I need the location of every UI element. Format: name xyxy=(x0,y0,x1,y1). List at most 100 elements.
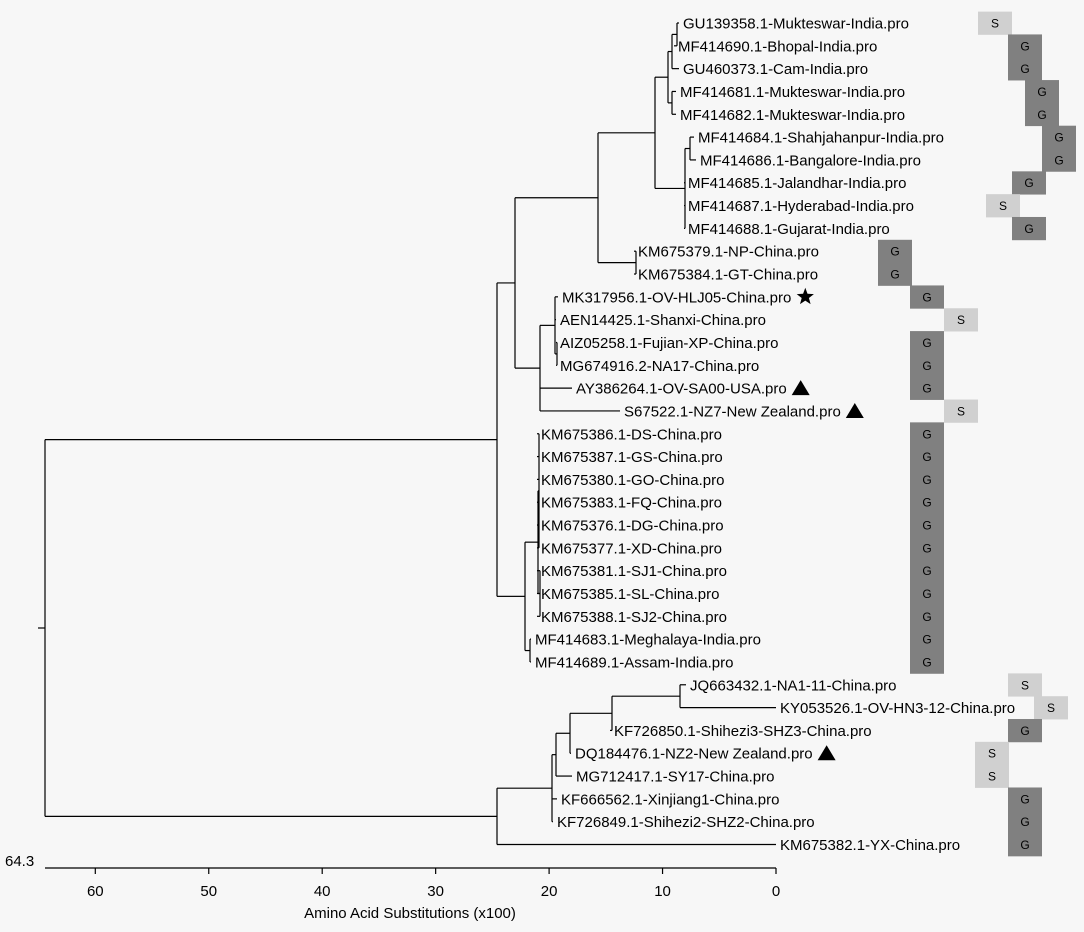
genotype-box-label: G xyxy=(1054,153,1063,167)
genotype-box xyxy=(910,582,944,606)
leaf-label: KM675381.1-SJ1-China.pro xyxy=(541,563,727,580)
genotype-box-label: G xyxy=(890,245,899,259)
leaf-label: KM675379.1-NP-China.pro xyxy=(638,244,819,261)
leaf-label: KY053526.1-OV-HN3-12-China.pro xyxy=(780,700,1015,717)
triangle-marker-icon xyxy=(817,745,836,761)
leaf-label: KF726850.1-Shihezi3-SHZ3-China.pro xyxy=(614,723,872,740)
leaf-label: KM675388.1-SJ2-China.pro xyxy=(541,609,727,626)
genotype-box-label: G xyxy=(1020,792,1029,806)
leaf-label: MG712417.1-SY17-China.pro xyxy=(576,769,774,786)
genotype-box xyxy=(1008,787,1042,811)
genotype-box-label: G xyxy=(1024,222,1033,236)
leaf-label: KM675383.1-FQ-China.pro xyxy=(541,495,722,512)
genotype-box xyxy=(910,650,944,674)
x-tick-label: 0 xyxy=(772,883,780,900)
leaf-label: MF414684.1-Shahjahanpur-India.pro xyxy=(698,130,944,147)
genotype-box xyxy=(1025,80,1059,104)
leaf-label: KM675384.1-GT-China.pro xyxy=(638,267,818,284)
genotype-box-label: G xyxy=(922,655,931,669)
leaf-label: KM675376.1-DG-China.pro xyxy=(541,518,724,535)
genotype-box-label: G xyxy=(922,633,931,647)
genotype-box-label: G xyxy=(922,473,931,487)
leaf-label: AY386264.1-OV-SA00-USA.pro xyxy=(576,381,787,398)
leaf-label: AIZ05258.1-Fujian-XP-China.pro xyxy=(560,335,778,352)
leaf-label: KM675387.1-GS-China.pro xyxy=(541,449,723,466)
genotype-box xyxy=(1012,216,1046,241)
leaf-label: AEN14425.1-Shanxi-China.pro xyxy=(560,312,766,329)
genotype-box xyxy=(910,331,944,355)
leaf-markers xyxy=(791,287,864,761)
genotype-box xyxy=(944,399,978,423)
leaf-label: KM675385.1-SL-China.pro xyxy=(541,586,719,603)
genotype-box xyxy=(910,604,944,629)
leaf-label: JQ663432.1-NA1-11-China.pro xyxy=(690,677,897,694)
leaf-label: MF414690.1-Bhopal-India.pro xyxy=(678,38,877,55)
genotype-box-label: G xyxy=(1037,108,1046,122)
genotype-box-label: G xyxy=(922,610,931,624)
genotype-box-label: G xyxy=(1020,39,1029,53)
genotype-box-label: S xyxy=(999,199,1007,213)
root-distance-label: 64.3 xyxy=(5,853,34,870)
genotype-box xyxy=(978,11,1012,35)
genotype-box-label: G xyxy=(1037,85,1046,99)
genotype-box-label: S xyxy=(988,770,996,784)
genotype-box xyxy=(1008,833,1042,857)
leaf-label: MF414686.1-Bangalore-India.pro xyxy=(700,152,921,169)
leaf-label: KF726849.1-Shihezi2-SHZ2-China.pro xyxy=(557,814,815,831)
genotype-box xyxy=(910,536,944,560)
x-axis-title: Amino Acid Substitutions (x100) xyxy=(304,905,516,922)
leaf-label: GU139358.1-Mukteswar-India.pro xyxy=(683,16,909,33)
leaf-label: MF414685.1-Jalandhar-India.pro xyxy=(688,175,906,192)
genotype-box xyxy=(878,262,912,286)
leaf-label: KF666562.1-Xinjiang1-China.pro xyxy=(561,791,779,808)
x-tick-label: 20 xyxy=(541,883,558,900)
genotype-box-label: G xyxy=(922,564,931,578)
leaf-label: DQ184476.1-NZ2-New Zealand.pro xyxy=(575,746,813,763)
leaf-labels: GU139358.1-Mukteswar-India.pro MF414690.1… xyxy=(535,16,1015,855)
genotype-box-label: G xyxy=(922,382,931,396)
leaf-label: MF414683.1-Meghalaya-India.pro xyxy=(535,632,761,649)
x-tick-label: 40 xyxy=(314,883,331,900)
leaf-label: KM675386.1-DS-China.pro xyxy=(541,426,722,443)
x-tick-label: 60 xyxy=(87,883,104,900)
genotype-box xyxy=(910,490,944,515)
x-axis: 64.3 Amino Acid Substitutions (x100) 60 5… xyxy=(5,853,780,922)
genotype-box xyxy=(1008,57,1042,81)
genotype-box-label: G xyxy=(922,519,931,533)
genotype-box-label: G xyxy=(922,496,931,510)
genotype-box-label: S xyxy=(957,313,965,327)
genotype-box xyxy=(910,376,944,400)
genotype-box-label: G xyxy=(922,359,931,373)
genotype-box xyxy=(910,513,944,537)
leaf-label: GU460373.1-Cam-India.pro xyxy=(683,61,868,78)
genotype-box xyxy=(910,627,944,651)
genotype-box xyxy=(1008,810,1042,834)
genotype-box-label: G xyxy=(1020,62,1029,76)
leaf-label: MF414687.1-Hyderabad-India.pro xyxy=(688,198,914,215)
genotype-box-label: G xyxy=(922,541,931,555)
genotype-box xyxy=(986,194,1020,218)
genotype-box-label: G xyxy=(1020,724,1029,738)
genotype-box xyxy=(878,239,912,264)
genotype-box xyxy=(910,422,944,446)
genotype-box-label: S xyxy=(1047,701,1055,715)
leaf-label: KM675377.1-XD-China.pro xyxy=(541,540,722,557)
leaf-label: MF414682.1-Mukteswar-India.pro xyxy=(680,107,905,124)
genotype-box xyxy=(910,445,944,469)
genotype-box xyxy=(975,764,1009,788)
genotype-box xyxy=(1008,719,1042,743)
genotype-box-label: G xyxy=(922,290,931,304)
leaf-label: S67522.1-NZ7-New Zealand.pro xyxy=(624,403,841,420)
genotype-box-label: G xyxy=(1024,176,1033,190)
tree-branches xyxy=(38,22,776,846)
leaf-label: KM675380.1-GO-China.pro xyxy=(541,472,724,489)
genotype-box xyxy=(910,468,944,492)
genotype-box-label: G xyxy=(922,336,931,350)
leaf-label: MG674916.2-NA17-China.pro xyxy=(560,358,759,375)
x-tick-label: 30 xyxy=(427,883,444,900)
genotype-box xyxy=(1012,171,1046,195)
genotype-box-label: G xyxy=(890,268,899,282)
genotype-box-label: S xyxy=(988,747,996,761)
